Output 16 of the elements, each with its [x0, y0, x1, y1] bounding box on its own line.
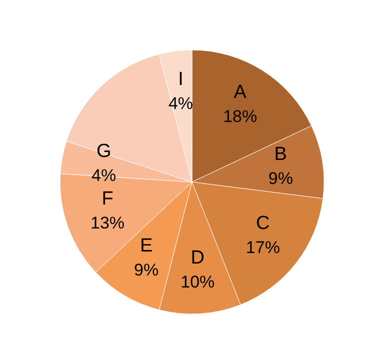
data-label: 4% [92, 166, 116, 186]
slice-label: D [190, 248, 205, 269]
slice-label: G [96, 141, 112, 162]
slice-label: F [102, 188, 114, 210]
data-label: 4% [168, 94, 194, 113]
slice-label: E [140, 235, 153, 256]
slice-label: I [178, 68, 184, 90]
slice-label: C [256, 213, 270, 234]
data-label: 10% [180, 272, 215, 292]
data-label: 9% [268, 168, 293, 188]
slice-label: A [234, 82, 247, 104]
data-label: 9% [134, 260, 159, 280]
data-label: 13% [90, 213, 125, 232]
data-label: 18% [223, 107, 258, 126]
data-label: 17% [246, 238, 280, 258]
slice-label: B [274, 144, 287, 165]
